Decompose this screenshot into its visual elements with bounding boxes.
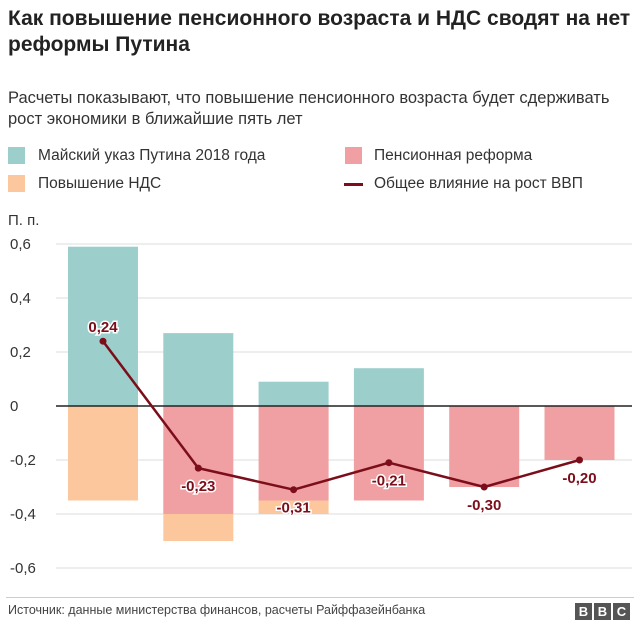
total-point	[576, 456, 583, 464]
bbc-logo-letter-1: B	[575, 603, 592, 620]
legend-swatch-total	[344, 183, 363, 186]
bar-pension	[544, 406, 615, 460]
total-data-label: -0,21	[372, 473, 406, 490]
legend-swatch-may-decree	[8, 147, 25, 164]
legend-swatch-vat	[8, 175, 25, 192]
bar-vat	[258, 500, 329, 514]
y-tick-label: -0,4	[10, 506, 36, 523]
y-tick-label: -0,6	[10, 560, 36, 577]
legend-label-vat: Повышение НДС	[38, 175, 162, 192]
total-data-label: -0,31	[276, 500, 310, 517]
legend-label-total: Общее влияние на рост ВВП	[374, 175, 583, 192]
bar-pension	[163, 406, 234, 514]
chart-area: 0,6 0,4 0,2 0 -0,2 -0,4 -0,6 0,24 -0,23 -0,31 -0,2…	[10, 236, 632, 577]
total-point	[290, 486, 298, 494]
bar-pension	[449, 406, 520, 487]
chart-title: Как повышение пенсионного возраста и НДС…	[8, 7, 631, 56]
y-tick-label: 0,6	[10, 236, 31, 253]
y-tick-label: 0,4	[10, 290, 31, 307]
bar-may-decree	[163, 333, 234, 406]
legend-label-may-decree: Майский указ Путина 2018 года	[38, 147, 266, 164]
legend-label-pension: Пенсионная реформа	[374, 147, 533, 164]
bar-vat	[163, 514, 234, 541]
total-data-label: -0,30	[467, 497, 501, 514]
bar-may-decree	[68, 246, 138, 406]
bar-pension	[353, 406, 424, 501]
footer-divider	[6, 597, 634, 598]
bar-vat	[68, 406, 138, 501]
legend-swatch-pension	[345, 147, 362, 164]
source-note: Источник: данные министерства финансов, …	[8, 603, 426, 617]
bar-may-decree	[353, 368, 424, 406]
total-point	[385, 459, 393, 467]
y-tick-label: 0,2	[10, 344, 31, 361]
total-point	[194, 464, 202, 472]
y-tick-label: -0,2	[10, 452, 36, 469]
bbc-logo: B B C	[575, 603, 630, 620]
bbc-logo-letter-2: B	[594, 603, 611, 620]
total-data-label: -0,23	[181, 478, 215, 495]
total-point	[480, 483, 488, 491]
total-data-label: -0,20	[562, 470, 596, 487]
total-data-label: 0,24	[88, 319, 118, 336]
bbc-logo-letter-3: C	[613, 603, 630, 620]
bar-may-decree	[258, 381, 329, 406]
total-point	[99, 337, 107, 345]
y-axis-unit: П. п.	[8, 212, 40, 229]
total-line	[102, 340, 580, 491]
chart-subtitle: Расчеты показывают, что повышение пенсио…	[8, 89, 610, 128]
y-tick-label: 0	[10, 398, 18, 415]
